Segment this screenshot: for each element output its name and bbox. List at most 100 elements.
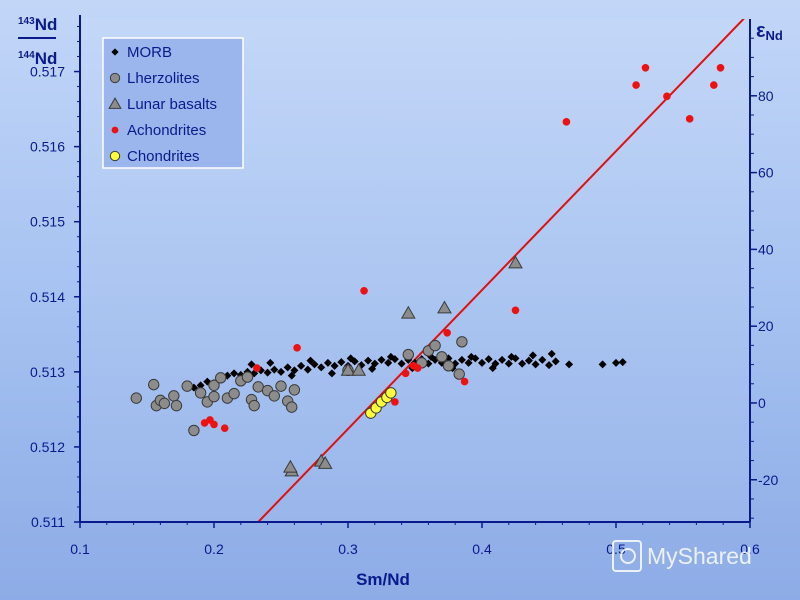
lherzolites-point: [168, 390, 180, 402]
legend-label-morb: MORB: [127, 44, 172, 61]
y-axis-title-numerator-element: Nd: [35, 15, 58, 34]
morb-point: [545, 361, 553, 370]
lherzolites-point: [158, 397, 171, 410]
achondrites-point: [632, 81, 640, 89]
y2-axis-title: εNd: [756, 20, 783, 43]
lherzolites-point: [275, 380, 287, 392]
morb-point: [317, 363, 326, 372]
morb-point: [323, 358, 332, 367]
lherzolites-point: [252, 381, 264, 393]
morb-point: [531, 360, 540, 369]
legend-marker-chondrites: [109, 150, 121, 162]
morb-point: [386, 352, 395, 361]
y-tick-label: 0.514: [30, 289, 65, 305]
watermark-text: MyShared: [647, 542, 752, 569]
achondrites-point: [716, 63, 725, 72]
morb-point: [327, 369, 336, 378]
achondrites-point: [253, 364, 261, 372]
x-tick-label: 0.4: [472, 541, 492, 557]
lherzolites-point: [228, 387, 240, 400]
lherzolites-point: [453, 368, 465, 380]
morb-point: [488, 364, 497, 373]
morb-point: [598, 360, 607, 369]
morb-point: [384, 358, 393, 367]
chondrites-point: [385, 387, 397, 399]
y-axis-title-denominator-isotope: 144: [18, 50, 35, 61]
achondrites-point: [293, 344, 301, 352]
x-tick-label: 0.3: [338, 541, 358, 557]
y2-tick-label: -20: [758, 472, 778, 488]
morb-point: [364, 356, 373, 365]
achondrites-point: [663, 92, 671, 101]
series-achondrites: [200, 63, 725, 432]
morb-point: [612, 358, 620, 367]
morb-point: [547, 349, 556, 358]
achondrites-point: [562, 118, 571, 126]
morb-point: [287, 371, 296, 380]
morb-point: [504, 359, 513, 368]
lunar-basalts-point: [400, 305, 416, 319]
morb-point: [478, 358, 486, 367]
y2-tick-label: 20: [758, 318, 774, 334]
achondrites-point: [443, 329, 451, 337]
lherzolites-point: [436, 351, 448, 363]
lherzolites-point: [456, 336, 468, 348]
y-axis-title-numerator: 143Nd: [18, 15, 57, 34]
morb-point: [484, 355, 493, 364]
morb-point: [538, 355, 547, 364]
morb-point: [270, 365, 279, 374]
y-tick-label: 0.513: [30, 364, 65, 380]
morb-point: [507, 352, 516, 361]
y2-axis-title-subscript: Nd: [766, 28, 783, 43]
legend-marker-lunar-basalts: [108, 97, 122, 109]
x-tick-label: 0.1: [70, 541, 90, 557]
achondrites-point: [511, 306, 520, 315]
morb-point: [266, 358, 275, 367]
legend-marker-morb: [111, 48, 119, 56]
lherzolites-point: [215, 372, 227, 384]
morb-point: [297, 361, 306, 370]
morb-point: [377, 355, 386, 364]
legend-marker-achondrites: [111, 126, 119, 134]
series-chondrites: [365, 387, 397, 419]
watermark: MyShared: [612, 536, 752, 576]
y-tick-label: 0.517: [30, 64, 65, 80]
lherzolites-point: [402, 348, 414, 361]
y2-tick-label: 80: [758, 88, 774, 104]
lherzolites-point: [288, 384, 301, 396]
y2-tick-label: 60: [758, 165, 774, 181]
lunar-basalts-point: [283, 459, 298, 473]
lherzolites-point: [268, 390, 280, 402]
achondrites-point: [401, 369, 410, 378]
lherzolites-point: [208, 379, 220, 392]
x-tick-label: 0.6: [740, 541, 760, 557]
lherzolites-point: [194, 387, 207, 399]
achondrites-point: [710, 81, 718, 89]
achondrites-point: [391, 398, 399, 406]
data-marks: [130, 19, 745, 522]
lherzolites-point: [286, 401, 298, 413]
legend-label-chondrites: Chondrites: [127, 148, 200, 165]
legend-label-lunar-basalts: Lunar basalts: [127, 96, 217, 113]
legend: MORB Lherzolites Lunar basalts Achondrites C…: [102, 37, 244, 169]
y-tick-label: 0.515: [30, 214, 65, 230]
morb-point: [518, 359, 527, 368]
series-lunar-basalts: [283, 255, 523, 477]
achondrites-point: [360, 286, 368, 295]
morb-point: [277, 367, 285, 376]
morb-point: [263, 368, 272, 377]
y2-tick-label: 40: [758, 241, 774, 257]
achondrites-point: [641, 63, 650, 72]
lherzolites-point: [442, 360, 455, 372]
morb-point: [346, 354, 355, 363]
morb-point: [283, 363, 292, 372]
morb-point: [498, 355, 507, 364]
morb-point: [464, 358, 473, 367]
morb-point: [303, 365, 312, 374]
achondrites-point: [460, 377, 469, 386]
y-axis-title-denominator: 144Nd: [18, 49, 57, 68]
x-tick-label: 0.2: [204, 541, 224, 557]
legend-label-lherzolites: Lherzolites: [127, 70, 200, 87]
legend-label-achondrites: Achondrites: [127, 122, 206, 139]
